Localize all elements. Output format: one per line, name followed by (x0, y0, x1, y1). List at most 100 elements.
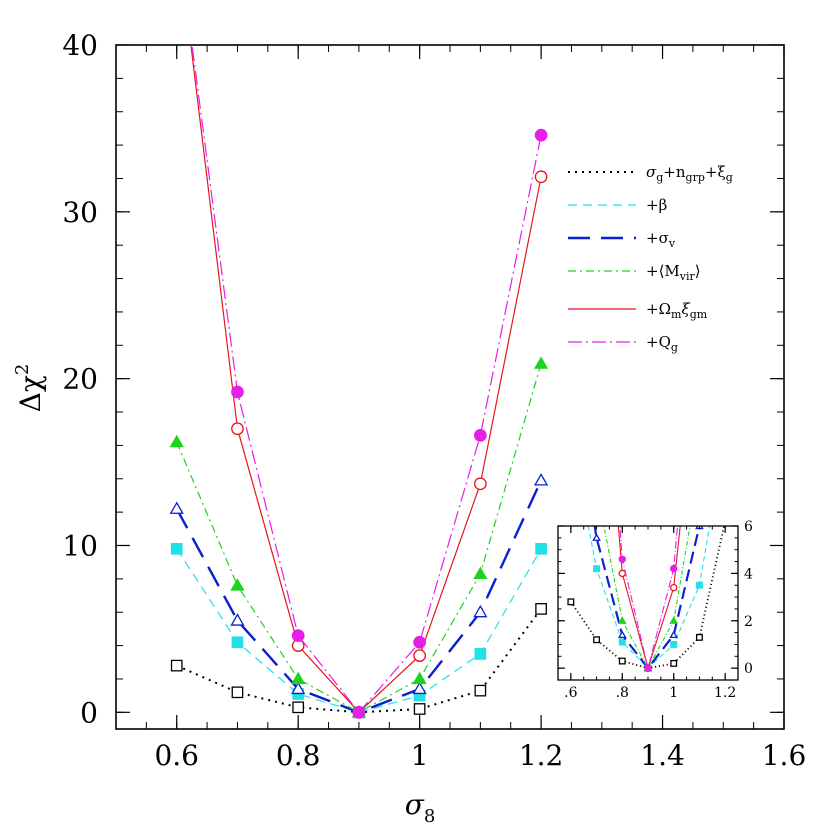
y-tick-label: 30 (62, 196, 98, 229)
data-point (231, 422, 244, 436)
data-point (722, 336, 728, 342)
data-point (533, 473, 549, 486)
x-tick-label: .6 (564, 685, 577, 701)
legend-label-part: +Q (646, 333, 671, 351)
data-point (617, 630, 627, 639)
data-point (534, 170, 548, 184)
legend-label-part: g (671, 341, 678, 354)
data-point (352, 705, 366, 719)
x-axis-label-subscript: 8 (424, 806, 435, 827)
legend-label-part: +σ (646, 229, 669, 247)
data-point (413, 635, 427, 649)
data-point (474, 684, 487, 697)
legend-label-part: g (656, 171, 663, 184)
data-point (291, 671, 306, 685)
x-tick-label: 0.6 (154, 739, 199, 772)
series-line (175, 479, 543, 714)
data-point (473, 604, 488, 618)
legend-entry: +σv (568, 229, 676, 250)
data-point (669, 616, 679, 624)
legend-label-part: +n (663, 163, 686, 181)
data-point (473, 429, 487, 442)
data-point (644, 664, 652, 672)
data-point (568, 433, 574, 439)
x-tick-label: 1.2 (714, 685, 736, 701)
data-point (722, 433, 728, 439)
data-point (695, 581, 703, 589)
legend-label-part: +ξ (705, 163, 726, 181)
data-point (593, 565, 601, 573)
data-point (230, 613, 245, 626)
legend-label-part: m (671, 308, 682, 321)
legend-label: +⟨Mvir⟩ (646, 262, 701, 283)
data-point (413, 703, 426, 715)
data-point (618, 569, 627, 578)
y-tick-label: 40 (62, 29, 98, 62)
y-tick-label: 0 (744, 661, 753, 677)
legend-label-part: σ (646, 163, 657, 181)
inset-axis-ticks: .6 .8 1 1.2 0 2 4 6 (557, 519, 753, 701)
data-point (473, 566, 488, 579)
x-tick-label: 1.6 (762, 739, 807, 772)
legend-label-part: vir (679, 270, 696, 283)
data-point (533, 356, 549, 369)
y-tick-label: 4 (744, 566, 753, 582)
data-point (231, 686, 244, 699)
data-point (618, 555, 627, 563)
x-axis-label-symbol: σ (405, 788, 425, 821)
y-tick-label: 6 (744, 519, 753, 535)
data-point (291, 681, 306, 695)
x-tick-label: .8 (616, 685, 629, 701)
data-point (169, 501, 184, 514)
legend-label: σg+ngrp+ξg (646, 163, 733, 184)
data-point (292, 701, 305, 714)
legend-label-part: v (668, 237, 676, 250)
legend-entry: σg+ngrp+ξg (568, 163, 733, 184)
legend-label-part: +⟨M (646, 262, 680, 280)
y-tick-label: 2 (744, 614, 753, 630)
data-point (669, 583, 678, 592)
x-tick-label: 0.8 (276, 739, 321, 772)
data-point (696, 340, 702, 346)
legend: σg+ngrp+ξg +β +σv +⟨Mvir⟩ +Ωmξgm +Qg (568, 163, 733, 354)
x-axis-label: σ8 (405, 788, 436, 827)
series-line (176, 363, 542, 714)
data-point (617, 616, 627, 624)
data-point (231, 385, 244, 399)
legend-label-part: +Ω (646, 300, 671, 318)
main-series-group (169, 45, 549, 719)
legend-label: +β (646, 196, 667, 214)
data-point (473, 477, 487, 491)
inset-series-group (567, 281, 728, 672)
legend-label-part: ⟩ (695, 262, 701, 280)
data-point (567, 598, 575, 606)
data-point (695, 633, 703, 641)
x-tick-label: 1 (669, 685, 678, 701)
series-line (190, 45, 542, 714)
legend-label-part: ξ (681, 300, 690, 318)
data-point (618, 657, 626, 665)
y-tick-label: 10 (62, 529, 98, 562)
legend-entry: +Qg (568, 333, 678, 354)
data-point (412, 671, 427, 685)
data-point (670, 641, 678, 648)
series-line (176, 548, 542, 713)
x-tick-label: 1 (411, 739, 429, 772)
data-point (722, 518, 728, 524)
legend-entry: +β (568, 196, 667, 214)
data-point (670, 659, 678, 667)
data-point (170, 542, 183, 555)
data-point (696, 468, 702, 474)
data-point (568, 281, 574, 287)
data-point (474, 648, 487, 660)
data-point (169, 434, 184, 448)
y-axis-label-main: Δχ (14, 375, 47, 412)
inset-background (558, 526, 738, 680)
data-point (669, 564, 678, 573)
y-axis-label-superscript: 2 (12, 364, 33, 375)
legend-entry: +⟨Mvir⟩ (568, 262, 701, 283)
legend-label-part: g (726, 171, 733, 184)
data-point (412, 681, 427, 695)
